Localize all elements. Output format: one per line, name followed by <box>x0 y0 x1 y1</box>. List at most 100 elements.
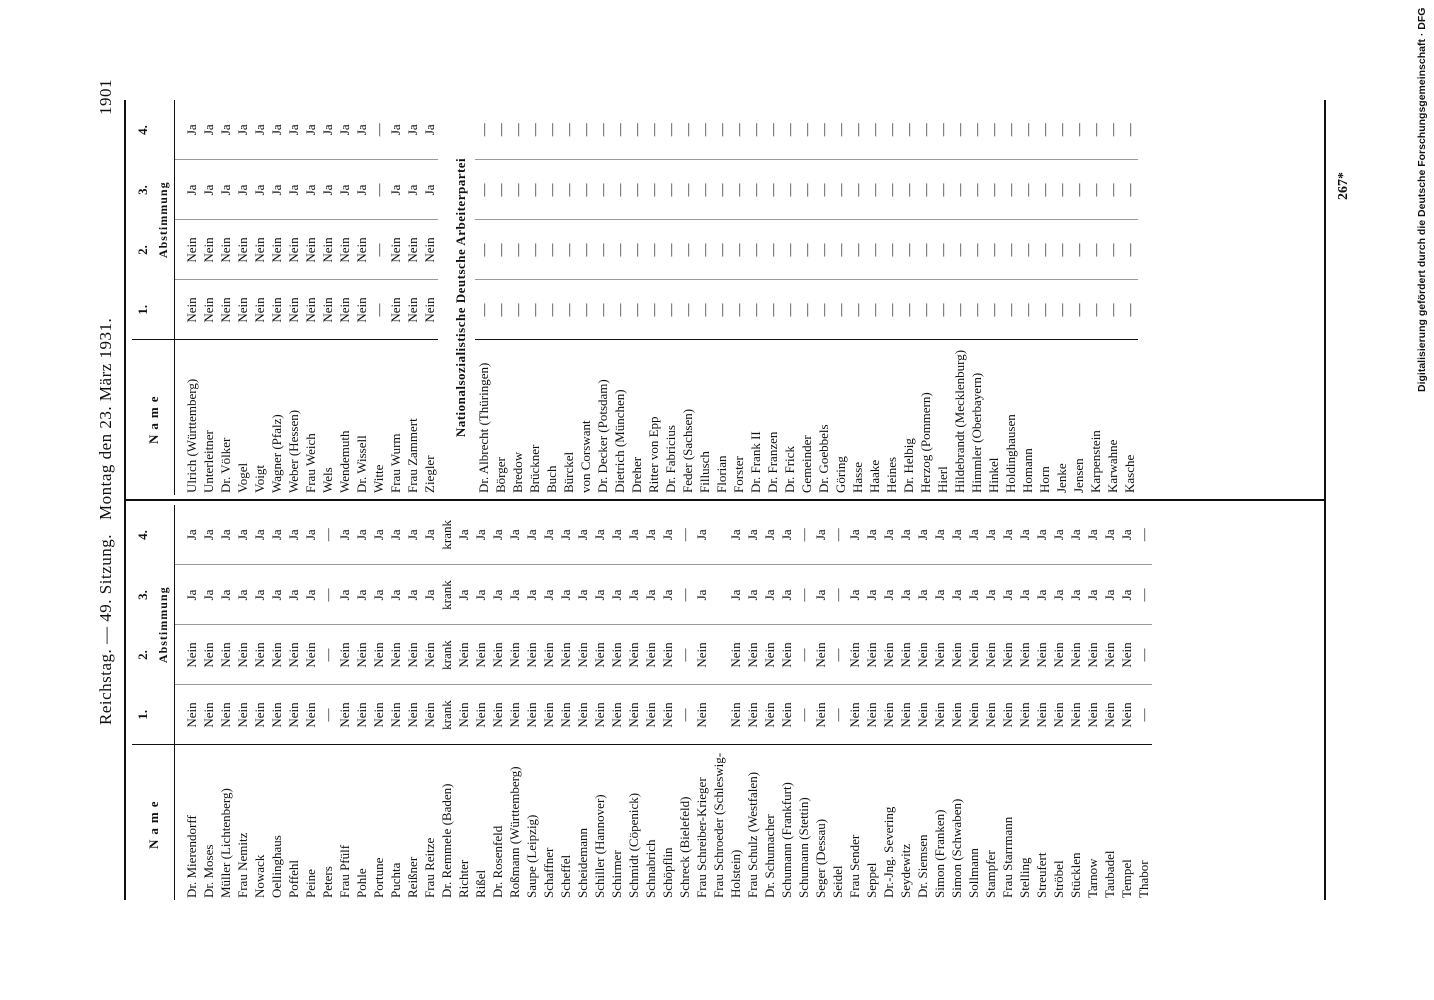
vote-cell: Ja <box>184 124 199 136</box>
vote-cell: — <box>866 160 883 220</box>
vote-cell: Nein <box>710 625 744 685</box>
vote-cell: — <box>560 220 577 280</box>
vote-cell: Nein <box>761 685 778 745</box>
table-row: Schmidt (Cöpenick) Nein Nein Ja Ja <box>625 505 642 900</box>
vote-cell: Nein <box>1033 625 1050 685</box>
vote-cell: — <box>1002 160 1019 220</box>
vote-cell: Ja <box>1085 529 1100 541</box>
vote-number: 3. <box>135 185 150 195</box>
table-head: Name 1. 2. 3. 4. Abstimmung <box>132 100 175 495</box>
vote-cell: Ja <box>251 565 268 625</box>
vote-cell: Ja <box>218 124 233 136</box>
vote-cell: — <box>833 123 848 137</box>
vote-cell: Nein <box>200 685 217 745</box>
vote-cell: — <box>543 160 560 220</box>
vote-cell: — <box>370 160 387 220</box>
table-row: Himmler (Oberbayern) — — — — <box>968 100 985 495</box>
vote-cell: Ja <box>303 124 318 136</box>
member-name: Schnabrich <box>642 745 659 900</box>
table-row: Tempel Nein Nein Ja Ja <box>1118 505 1135 900</box>
member-name: Hasse <box>849 340 866 495</box>
vote-cell: Nein <box>234 685 251 745</box>
vote-cell: Nein <box>642 625 659 685</box>
table-row: Dr. Goebbels — — — — <box>815 100 832 495</box>
table-row: Schiller (Hannover) Nein Nein Ja Ja <box>591 505 608 900</box>
vote-cell: Nein <box>948 625 965 685</box>
vote-cell: — <box>509 220 526 280</box>
vote-cell: Ja <box>1067 565 1084 625</box>
table-row: Schumann (Stettin) — — — — <box>795 505 812 900</box>
vote-cell: Nein <box>200 280 217 340</box>
vote-cell: Ja <box>370 565 387 625</box>
vote-cell: — <box>986 123 1001 137</box>
member-name: Brückner <box>526 340 543 495</box>
table-row: Wagner (Pfalz) Nein Nein Ja Ja <box>268 100 285 495</box>
vote-cell: Ja <box>353 160 370 220</box>
vote-cell: — <box>594 220 611 280</box>
vote-cell: — <box>951 280 968 340</box>
vote-cell: Ja <box>983 529 998 541</box>
vote-cell: — <box>951 160 968 220</box>
vote-cell: — <box>1053 220 1070 280</box>
vote-cell: Ja <box>915 529 930 541</box>
vote-cell: Nein <box>591 685 608 745</box>
vote-cell: Ja <box>269 529 284 541</box>
vote-cell: Ja <box>1084 565 1101 625</box>
vote-cell: Nein <box>574 625 591 685</box>
vote-cell: Nein <box>693 685 710 745</box>
table-row: Frau Schreiber-Krieger Nein Nein Ja Ja <box>693 505 710 900</box>
table-row: Frau Wurm Nein Nein Ja Ja <box>387 100 404 495</box>
table-row: Stampfer Nein Nein Ja Ja <box>982 505 999 900</box>
member-name: Jensen <box>1070 340 1087 495</box>
table-row: Dr. Wissell Nein Nein Ja Ja <box>353 100 370 495</box>
vote-cell: — <box>509 280 526 340</box>
vote-cell: — <box>370 220 387 280</box>
member-name: Dr. Remmele (Baden) <box>438 745 455 900</box>
vote-cell: Nein <box>302 625 319 685</box>
vote-cell: — <box>781 160 798 220</box>
digitization-credit: Digitalisierung gefördert durch die Deut… <box>1416 7 1428 392</box>
vote-cell: Nein <box>251 280 268 340</box>
vote-cell: Ja <box>592 529 607 541</box>
vote-cell: — <box>628 220 645 280</box>
table-row: Ströbel Nein Nein Ja Ja <box>1050 505 1067 900</box>
table-row: Voigt Nein Nein Ja Ja <box>251 100 268 495</box>
table-row: Feder (Sachsen) — — — — <box>679 100 696 495</box>
vote-cell: — <box>594 280 611 340</box>
member-name: Schreck (Bielefeld) <box>676 745 693 900</box>
vote-table: Name 1. 2. 3. 4. Abstimmung Dr. Mierendorff Nei… <box>132 505 1152 900</box>
member-name: Schumann (Stettin) <box>795 745 812 900</box>
member-name: Dr. Goebbels <box>815 340 832 495</box>
table-row: Dietrich (München) — — — — <box>611 100 628 495</box>
vote-cell: Ja <box>1102 529 1117 541</box>
vote-cell: Nein <box>1016 685 1033 745</box>
vote-cell: Ja <box>779 529 794 541</box>
vote-cell: — <box>883 280 900 340</box>
vote-cell: Ja <box>251 160 268 220</box>
table-row: Richter Nein Nein Ja Ja <box>455 505 472 900</box>
vote-cell: Ja <box>881 529 896 541</box>
vote-cell: — <box>917 160 934 220</box>
vote-cell: — <box>798 160 815 220</box>
vote-table: Name 1. 2. 3. 4. Abstimmung Ulrich (Württember… <box>132 100 1138 495</box>
vote-cell: Ja <box>422 124 437 136</box>
vote-cell: Ja <box>234 565 251 625</box>
table-row: Dr. Schumacher Nein Nein Ja Ja <box>761 505 778 900</box>
table-row: Stelling Nein Nein Ja Ja <box>1016 505 1033 900</box>
table-row: Wendemuth Nein Nein Ja Ja <box>336 100 353 495</box>
vote-cell: — <box>1135 685 1152 745</box>
vote-cell: — <box>832 280 849 340</box>
vote-cell: Nein <box>914 625 931 685</box>
vote-cell: — <box>832 220 849 280</box>
vote-cell: Nein <box>268 280 285 340</box>
vote-cell: Ja <box>336 565 353 625</box>
vote-cell: Nein <box>965 685 982 745</box>
vote-cell: Nein <box>251 220 268 280</box>
vote-cell: Ja <box>201 529 216 541</box>
vote-cell: Nein <box>302 685 319 745</box>
table-row: Dr. Remmele (Baden) krank krank krank krank <box>438 505 455 900</box>
table-row: Unterleitner Nein Nein Ja Ja <box>200 100 217 495</box>
table-row: Seger (Dessau) Nein Nein Ja Ja <box>812 505 829 900</box>
vote-cell: Ja <box>302 160 319 220</box>
vote-cell: Nein <box>387 625 404 685</box>
